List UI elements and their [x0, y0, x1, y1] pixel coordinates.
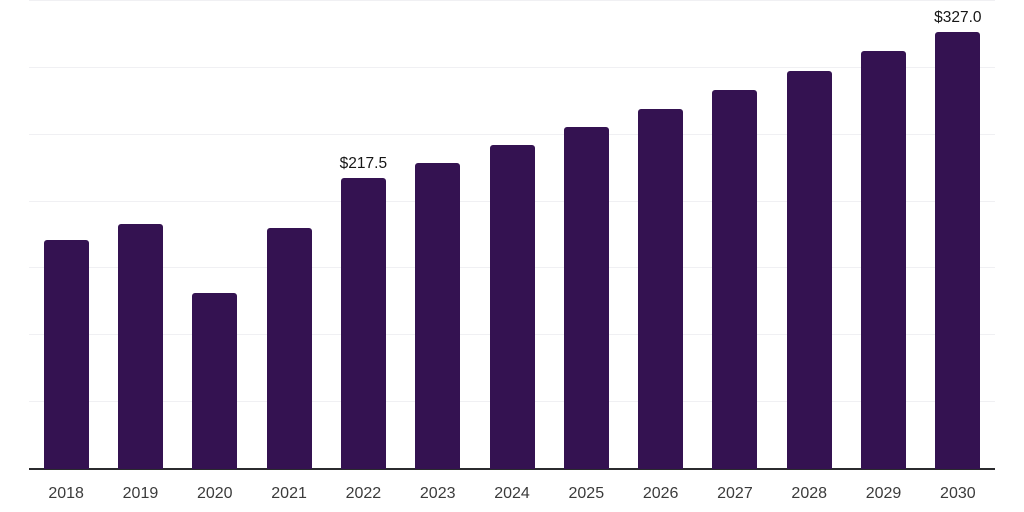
- x-tick-2027: 2027: [717, 485, 753, 502]
- gridline-250: [29, 133, 995, 135]
- x-tick-2019: 2019: [122, 485, 159, 502]
- bar-2029: [861, 51, 907, 469]
- bar-2026: [638, 109, 684, 469]
- x-tick-2023: 2023: [419, 485, 456, 502]
- bar-2028: [786, 71, 832, 469]
- x-tick-2030: 2030: [940, 485, 976, 502]
- bar-2024: [489, 144, 535, 469]
- x-tick-2028: 2028: [791, 485, 828, 502]
- x-tick-2029: 2029: [865, 485, 902, 502]
- x-axis-line: [29, 468, 995, 470]
- bar-2020: [192, 292, 238, 469]
- x-tick-2021: 2021: [271, 485, 307, 502]
- x-tick-2024: 2024: [494, 485, 530, 502]
- x-tick-2018: 2018: [48, 485, 84, 502]
- gridline-300: [29, 66, 995, 68]
- x-tick-2020: 2020: [196, 485, 233, 502]
- bar-2021: [266, 228, 312, 469]
- x-tick-2022: 2022: [345, 485, 382, 502]
- bar-2018: [43, 239, 89, 469]
- bar-2025: [563, 126, 609, 469]
- bar-2027: [712, 89, 758, 469]
- bar-2022: [340, 178, 386, 469]
- value-label-2022: $217.5: [339, 155, 388, 173]
- gridline-350: [29, 0, 995, 1]
- bar-2023: [415, 162, 461, 469]
- value-label-2030: $327.0: [934, 8, 982, 26]
- x-tick-2025: 2025: [568, 485, 605, 502]
- bar-2030: [935, 31, 981, 469]
- plot-area: $217.5 $327.0: [29, 0, 995, 470]
- bar-2019: [117, 223, 163, 469]
- x-tick-2026: 2026: [642, 485, 679, 502]
